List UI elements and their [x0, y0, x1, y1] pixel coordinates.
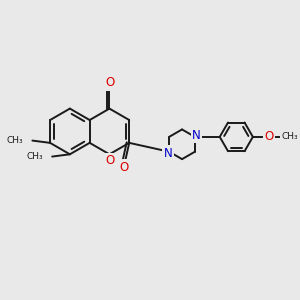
Text: CH₃: CH₃ — [26, 152, 43, 161]
Text: N: N — [192, 129, 201, 142]
Text: CH₃: CH₃ — [7, 136, 23, 145]
Text: O: O — [119, 160, 128, 174]
Text: O: O — [265, 130, 274, 143]
Text: O: O — [105, 154, 115, 167]
Text: N: N — [164, 147, 172, 160]
Text: O: O — [105, 76, 115, 89]
Text: CH₃: CH₃ — [282, 132, 298, 141]
